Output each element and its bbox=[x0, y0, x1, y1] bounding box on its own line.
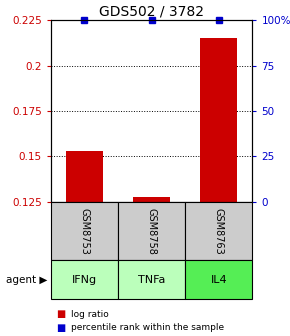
Text: GSM8758: GSM8758 bbox=[146, 208, 157, 254]
Text: log ratio: log ratio bbox=[71, 310, 109, 319]
Text: GSM8763: GSM8763 bbox=[214, 208, 224, 254]
Text: ■: ■ bbox=[57, 309, 66, 319]
Text: IL4: IL4 bbox=[211, 275, 227, 285]
Text: TNFa: TNFa bbox=[138, 275, 165, 285]
Text: agent ▶: agent ▶ bbox=[6, 275, 48, 285]
Text: GSM8753: GSM8753 bbox=[79, 208, 89, 254]
Bar bbox=[200, 38, 237, 202]
Title: GDS502 / 3782: GDS502 / 3782 bbox=[99, 5, 204, 19]
Bar bbox=[133, 197, 170, 202]
Bar bbox=[66, 151, 103, 202]
Text: IFNg: IFNg bbox=[72, 275, 97, 285]
Text: ■: ■ bbox=[57, 323, 66, 333]
Text: percentile rank within the sample: percentile rank within the sample bbox=[71, 323, 224, 332]
